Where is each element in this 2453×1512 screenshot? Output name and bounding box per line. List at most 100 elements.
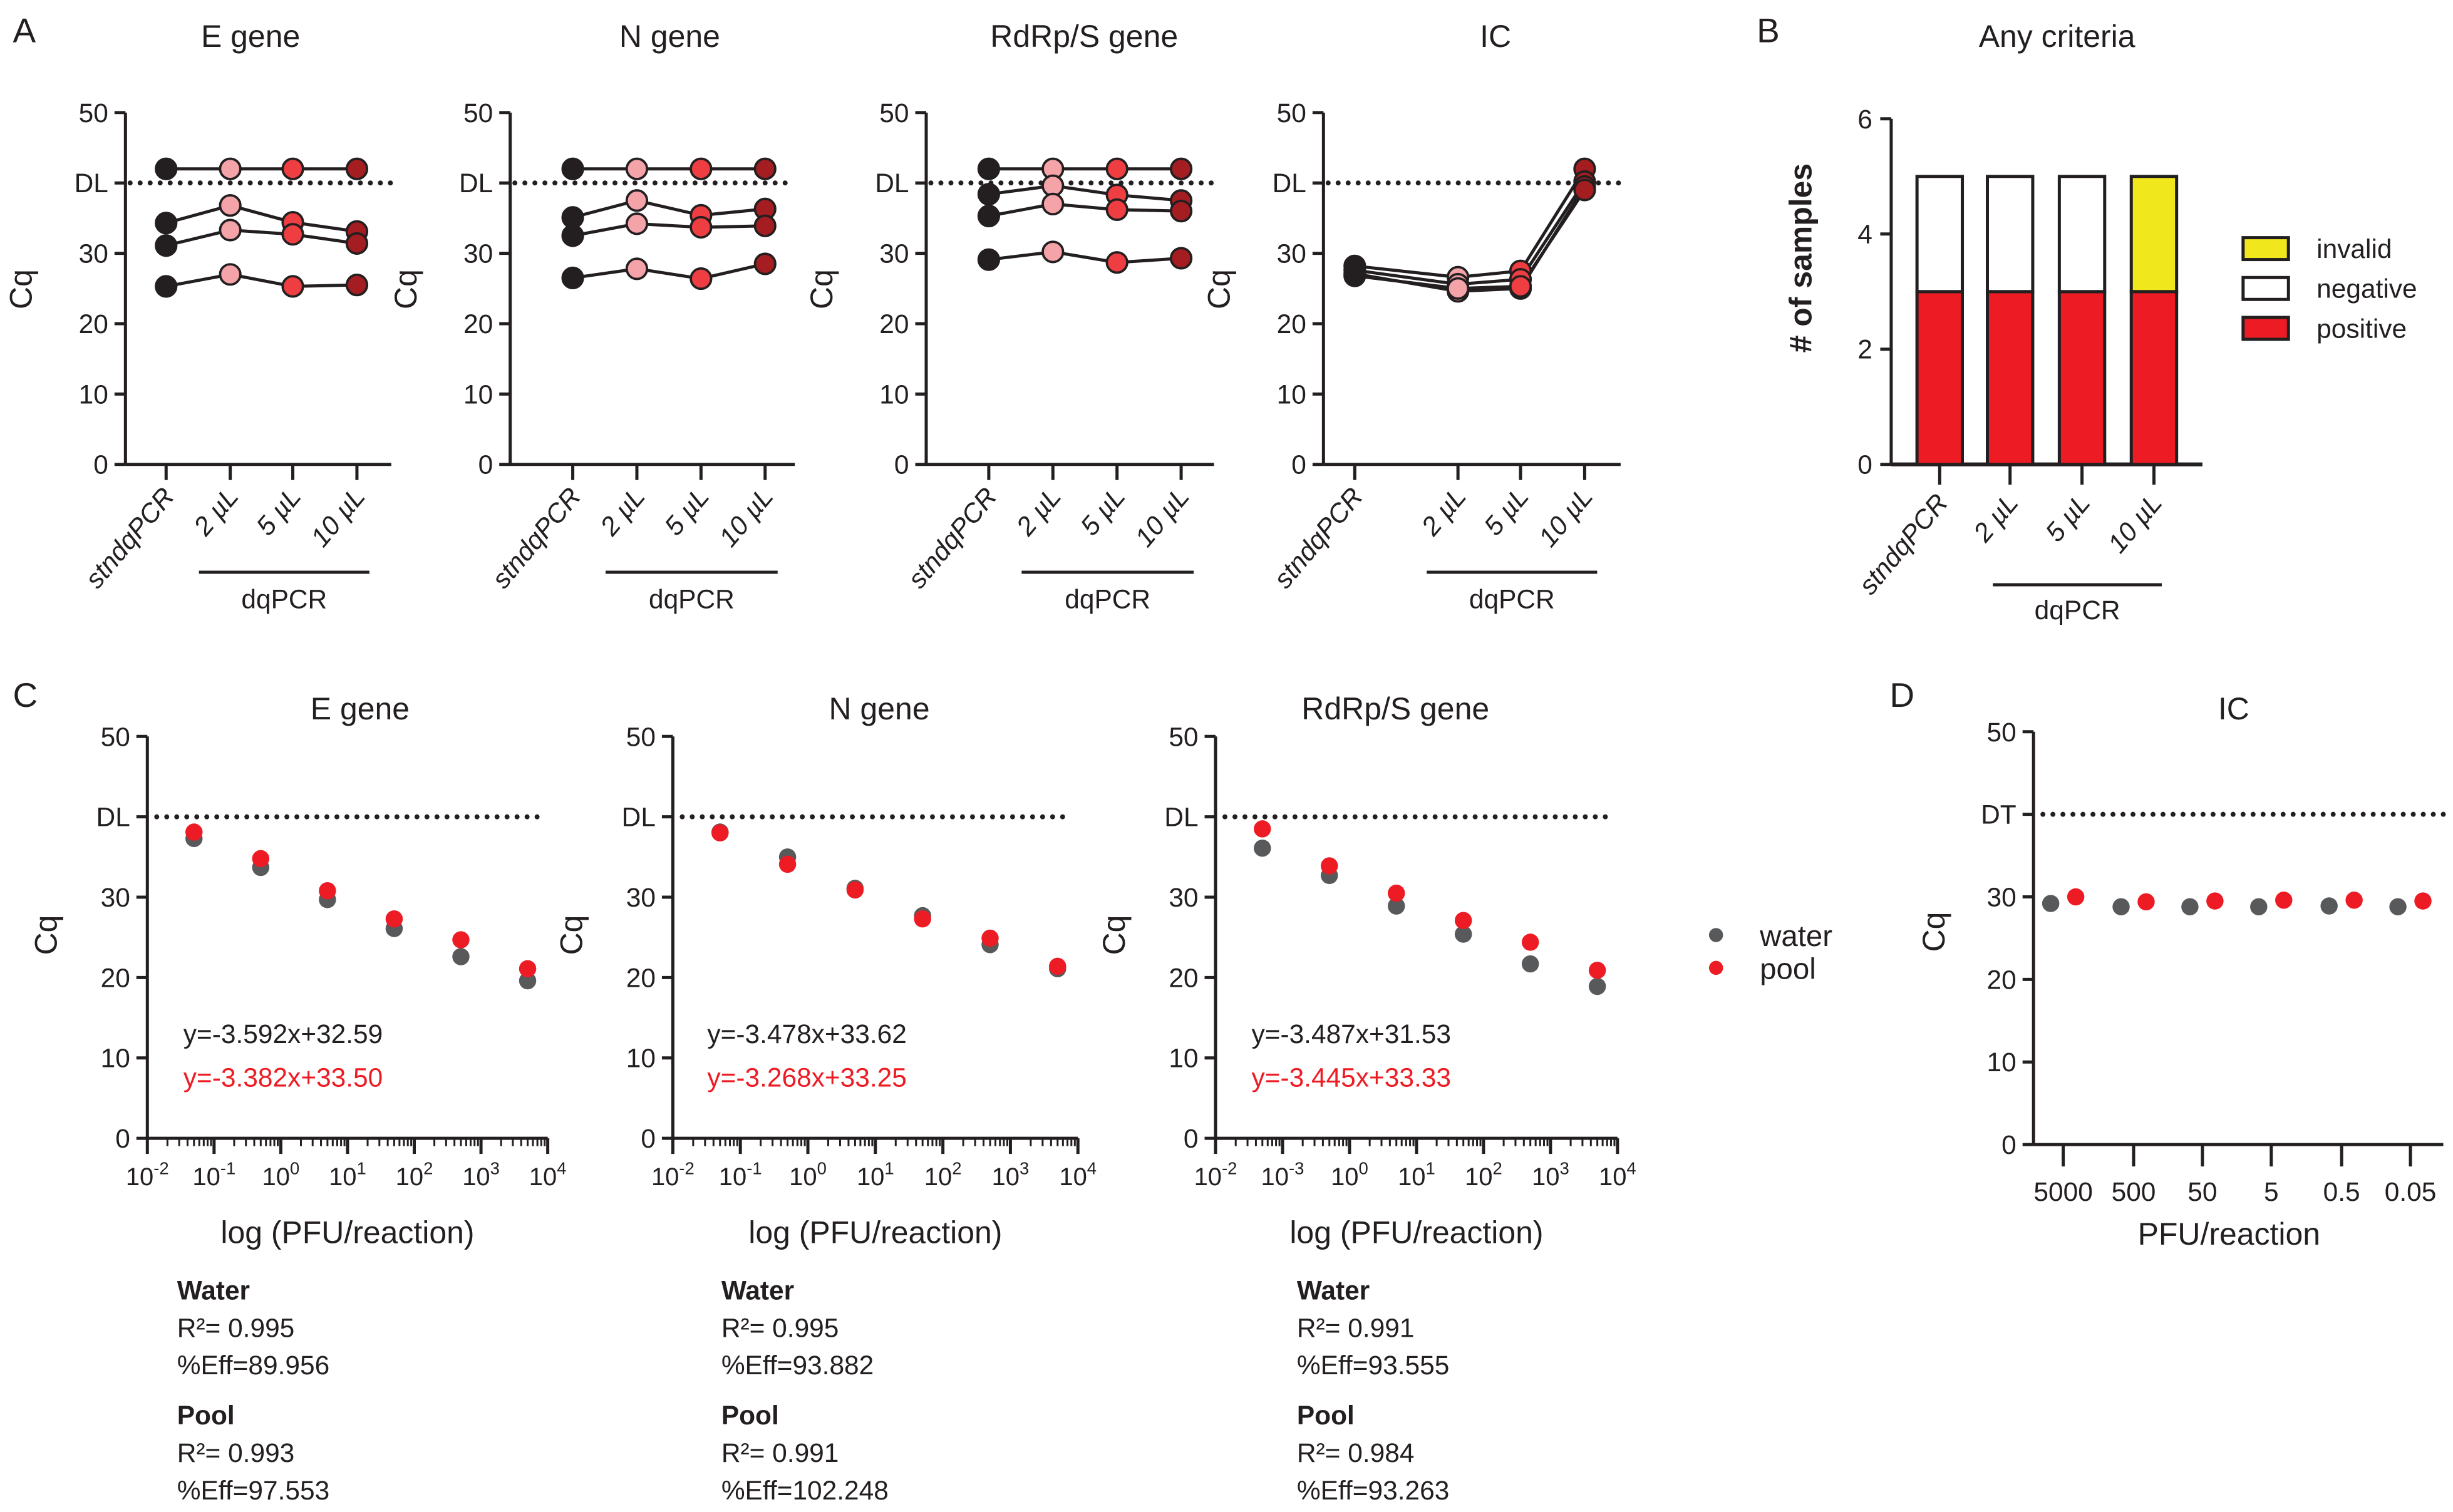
data-point — [625, 212, 649, 235]
x-tick-label: 0.5 — [2323, 1177, 2360, 1206]
sample-line — [165, 203, 358, 234]
tick-exponent: 0 — [1359, 1159, 1368, 1178]
tick-exponent: 0 — [817, 1159, 827, 1178]
y-tick-label: 20 — [1277, 309, 1306, 339]
water-point — [1588, 977, 1606, 995]
data-point — [689, 267, 713, 291]
x-tick-label: 2 µL — [594, 482, 651, 542]
tick-base: 10 — [924, 1163, 952, 1191]
y-tick-label: 0 — [115, 1124, 130, 1153]
y-tick-label: 4 — [1857, 220, 1872, 249]
x-tick-label: 5 µL — [1075, 482, 1131, 541]
water-point — [1521, 955, 1539, 973]
pool-point — [252, 850, 270, 868]
x-tick-label: 0.05 — [2385, 1177, 2437, 1206]
y-tick-label: 30 — [626, 883, 656, 912]
tick-exponent: 2 — [423, 1159, 433, 1178]
stats-pool-r2: R²= 0.984 — [1297, 1438, 1415, 1468]
y-tick-label: 10 — [79, 379, 108, 409]
sample-line — [165, 272, 357, 288]
data-point — [155, 157, 178, 180]
tick-base: 10 — [126, 1163, 153, 1191]
data-point — [155, 275, 178, 298]
legend-marker-pool — [1708, 960, 1723, 975]
sample-line — [1355, 168, 1586, 279]
legend-swatch-positive — [2241, 316, 2290, 341]
data-point — [625, 157, 649, 180]
data-point — [1509, 275, 1532, 298]
pool-fit-equation: y=-3.268x+33.25 — [707, 1063, 907, 1093]
x-tick-label: 10-2 — [1194, 1159, 1237, 1191]
group-label: dqPCR — [1065, 584, 1150, 614]
stats-pool-title: Pool — [1297, 1401, 1355, 1430]
tick-base: 10 — [1194, 1163, 1222, 1191]
pool-point — [452, 931, 470, 949]
tick-base: 10 — [1532, 1163, 1559, 1191]
pool-point — [1521, 933, 1539, 951]
y-axis-label: Cq — [28, 915, 63, 955]
sample-line — [572, 222, 765, 237]
y-axis-label: # of samples — [1784, 163, 1819, 353]
y-tick-label: 0 — [478, 450, 493, 480]
tick-exponent: 1 — [1426, 1159, 1435, 1178]
pool-point — [914, 910, 931, 928]
y-tick-label: 30 — [1169, 883, 1198, 912]
water-point — [519, 972, 537, 990]
data-point — [345, 274, 369, 297]
stats-pool-title: Pool — [721, 1401, 779, 1430]
group-label: dqPCR — [241, 584, 327, 614]
y-tick-label: 20 — [79, 309, 108, 339]
y-tick-label: 10 — [1277, 379, 1306, 409]
data-point — [977, 183, 1000, 206]
x-tick-label: 10 µL — [1129, 482, 1195, 552]
pool-point — [519, 960, 537, 977]
data-point — [281, 157, 304, 180]
sample-line — [1354, 189, 1586, 291]
data-point — [1169, 200, 1193, 223]
x-tick-label: 100 — [1331, 1159, 1368, 1191]
data-point — [281, 275, 304, 298]
water-fit-equation: y=-3.592x+32.59 — [183, 1019, 383, 1049]
x-tick-label: 5 µL — [250, 482, 307, 541]
pool-point — [2067, 888, 2085, 906]
x-tick-label: 102 — [1465, 1159, 1502, 1191]
y-tick-label: 30 — [463, 239, 493, 269]
tick-exponent: 4 — [557, 1159, 566, 1178]
x-tick-label: 5 µL — [1478, 482, 1534, 541]
pool-point — [1049, 957, 1066, 975]
stats-pool-eff: %Eff=97.553 — [177, 1476, 329, 1505]
data-point — [1343, 264, 1366, 287]
data-point — [689, 215, 713, 239]
data-point — [1169, 157, 1193, 180]
x-tick-label: 10-2 — [126, 1159, 169, 1191]
y-tick-label: 20 — [626, 963, 656, 992]
y-tick-label: 50 — [1986, 717, 2016, 747]
y-tick-label: 10 — [463, 379, 493, 409]
stats-water-title: Water — [177, 1275, 250, 1305]
x-tick-label: 101 — [857, 1159, 894, 1191]
x-tick-label: 103 — [1532, 1159, 1569, 1191]
bar-positive — [1985, 290, 2035, 466]
y-tick-label: 0 — [641, 1124, 656, 1153]
pool-point — [2345, 892, 2363, 909]
tick-base: 10 — [992, 1163, 1020, 1191]
chart-title: RdRp/S gene — [1301, 691, 1489, 726]
water-point — [1387, 897, 1405, 915]
tick-exponent: -2 — [153, 1159, 168, 1178]
y-tick-label: 6 — [1857, 105, 1872, 134]
stats-pool-eff: %Eff=93.263 — [1297, 1476, 1449, 1505]
water-point — [2250, 898, 2268, 916]
panel-d-ic-chart: IC 0 10 20 30 DT 50 5000 500 50 5 0.5 0.05 Cq PFU/reac… — [1916, 691, 2446, 1252]
pool-point — [2206, 892, 2224, 910]
pool-point — [385, 910, 403, 928]
x-tick-label: 10 µL — [305, 482, 371, 552]
y-tick-label: 20 — [879, 309, 909, 339]
y-tick-label: 10 — [626, 1044, 656, 1073]
tick-base: 10 — [192, 1163, 220, 1191]
panel-label: C — [13, 676, 38, 714]
data-point — [1041, 192, 1065, 216]
pool-point — [1454, 912, 1472, 929]
